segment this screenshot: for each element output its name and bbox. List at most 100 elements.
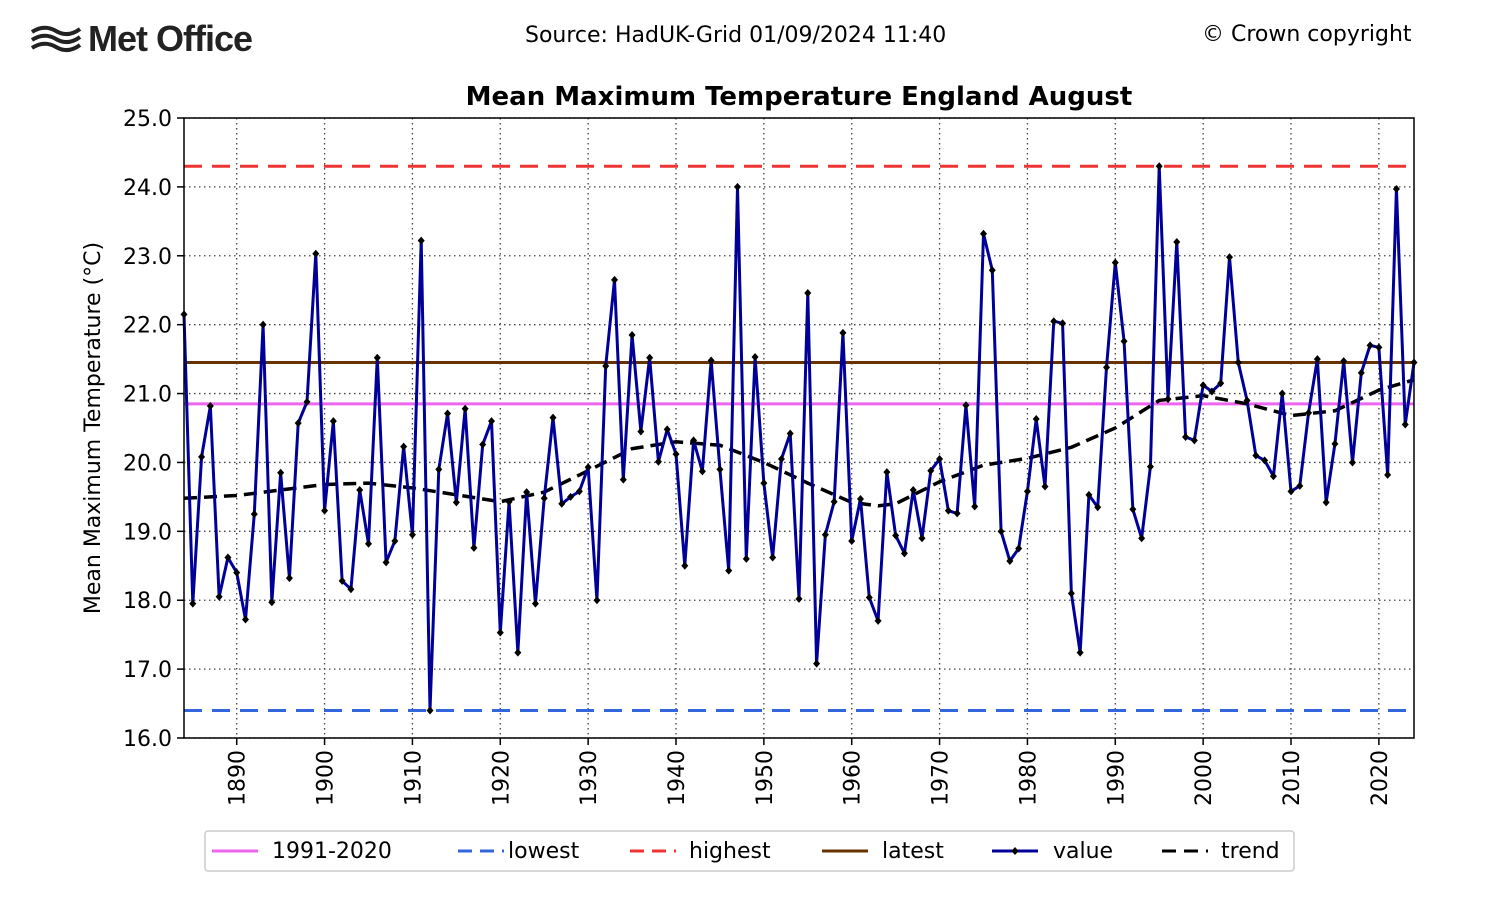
value-point [857,494,864,503]
value-point [1023,487,1031,496]
value-point [1120,337,1128,346]
value-point [233,568,241,577]
value-point [663,425,671,434]
value-point [400,442,408,451]
value-point [321,506,329,515]
value-point [1287,487,1295,496]
value-point [356,486,364,494]
y-tick-label: 23.0 [123,245,172,270]
x-tick-label: 1930 [577,750,602,806]
legend-box [204,830,1295,872]
value-point [373,353,381,362]
legend: 1991-2020 lowest highest latest value trend [204,830,1295,872]
value-point [1041,482,1049,491]
value-point [1226,253,1233,262]
x-tick-label: 1980 [1016,750,1041,806]
value-point [707,356,715,365]
value-point [1305,408,1313,417]
value-point [303,397,311,406]
value-point [1375,343,1383,352]
value-point [1269,472,1277,481]
value-point [698,467,706,476]
y-axis-label: Mean Maximum Temperature (°C) [81,242,106,614]
legend-label-trend: trend [1221,839,1280,864]
y-tick-label: 21.0 [123,383,172,408]
value-point [848,536,856,545]
value-point [277,468,285,477]
axes: 16.0 17.0 18.0 19.0 20.0 21.0 22.0 23.0 24.0 25.0… [123,107,1415,806]
y-tick-label: 19.0 [123,520,172,545]
reference-lines [184,164,1414,712]
x-tick-label: 1940 [665,750,690,806]
value-series [180,162,1418,715]
value-point [382,558,390,567]
value-point [865,593,873,602]
value-point [488,417,495,426]
value-point [206,401,214,410]
y-tick-label: 18.0 [123,589,172,614]
value-point [452,498,460,507]
x-tick-label: 1970 [929,750,954,806]
value-point [1103,363,1110,372]
value-point [391,536,399,545]
value-point [883,468,891,477]
trend-line [183,378,1415,508]
x-tick-label: 1910 [401,750,426,806]
value-point [259,320,267,329]
legend-label-latest: latest [882,839,944,864]
value-point [1015,544,1023,553]
value-point [242,615,249,624]
value-point [1138,534,1146,543]
value-point [681,561,689,570]
value-point [927,466,935,475]
value-point [821,530,829,539]
value-point [1340,357,1348,366]
value-point [944,506,952,515]
value-point [435,465,443,474]
y-tick-label: 20.0 [123,451,172,476]
value-point [558,499,566,508]
value-point [672,450,680,459]
value-point [1243,396,1251,405]
value-point [1059,319,1067,328]
value-point [909,486,917,494]
copyright-label: © Crown copyright [1202,22,1412,47]
value-point [1129,505,1137,514]
value-point [417,236,425,245]
value-point [997,527,1005,536]
value-point [1155,162,1163,171]
value-point [567,492,575,501]
legend-label-value: value [1053,839,1113,864]
chart-title: Mean Maximum Temperature England August [466,82,1133,112]
value-point [1076,648,1084,657]
value-point [1085,490,1093,499]
value-point [1173,238,1181,246]
value-point [742,554,750,563]
value-point [751,353,759,362]
value-point [1217,379,1225,388]
value-point [505,497,513,506]
value-point [1164,395,1172,404]
x-tick-label: 1890 [226,750,251,806]
value-point [514,648,522,657]
value-point [1094,503,1102,512]
value-point [971,502,979,511]
value-point [654,457,662,466]
value-point [338,576,346,585]
value-point [1199,381,1207,390]
value-point [892,531,900,540]
value-point [988,266,996,275]
value-point [1322,498,1330,507]
value-point [804,288,812,297]
logo-text: Met Office [88,18,253,59]
trend-series [183,378,1415,508]
value-point [980,229,987,238]
value-point [1313,355,1321,364]
value-point [198,452,206,461]
value-point [646,353,654,362]
grid [184,117,1414,739]
value-point [777,455,785,463]
value-point [1067,589,1075,598]
value-point [1366,341,1374,350]
value-point [760,479,768,488]
